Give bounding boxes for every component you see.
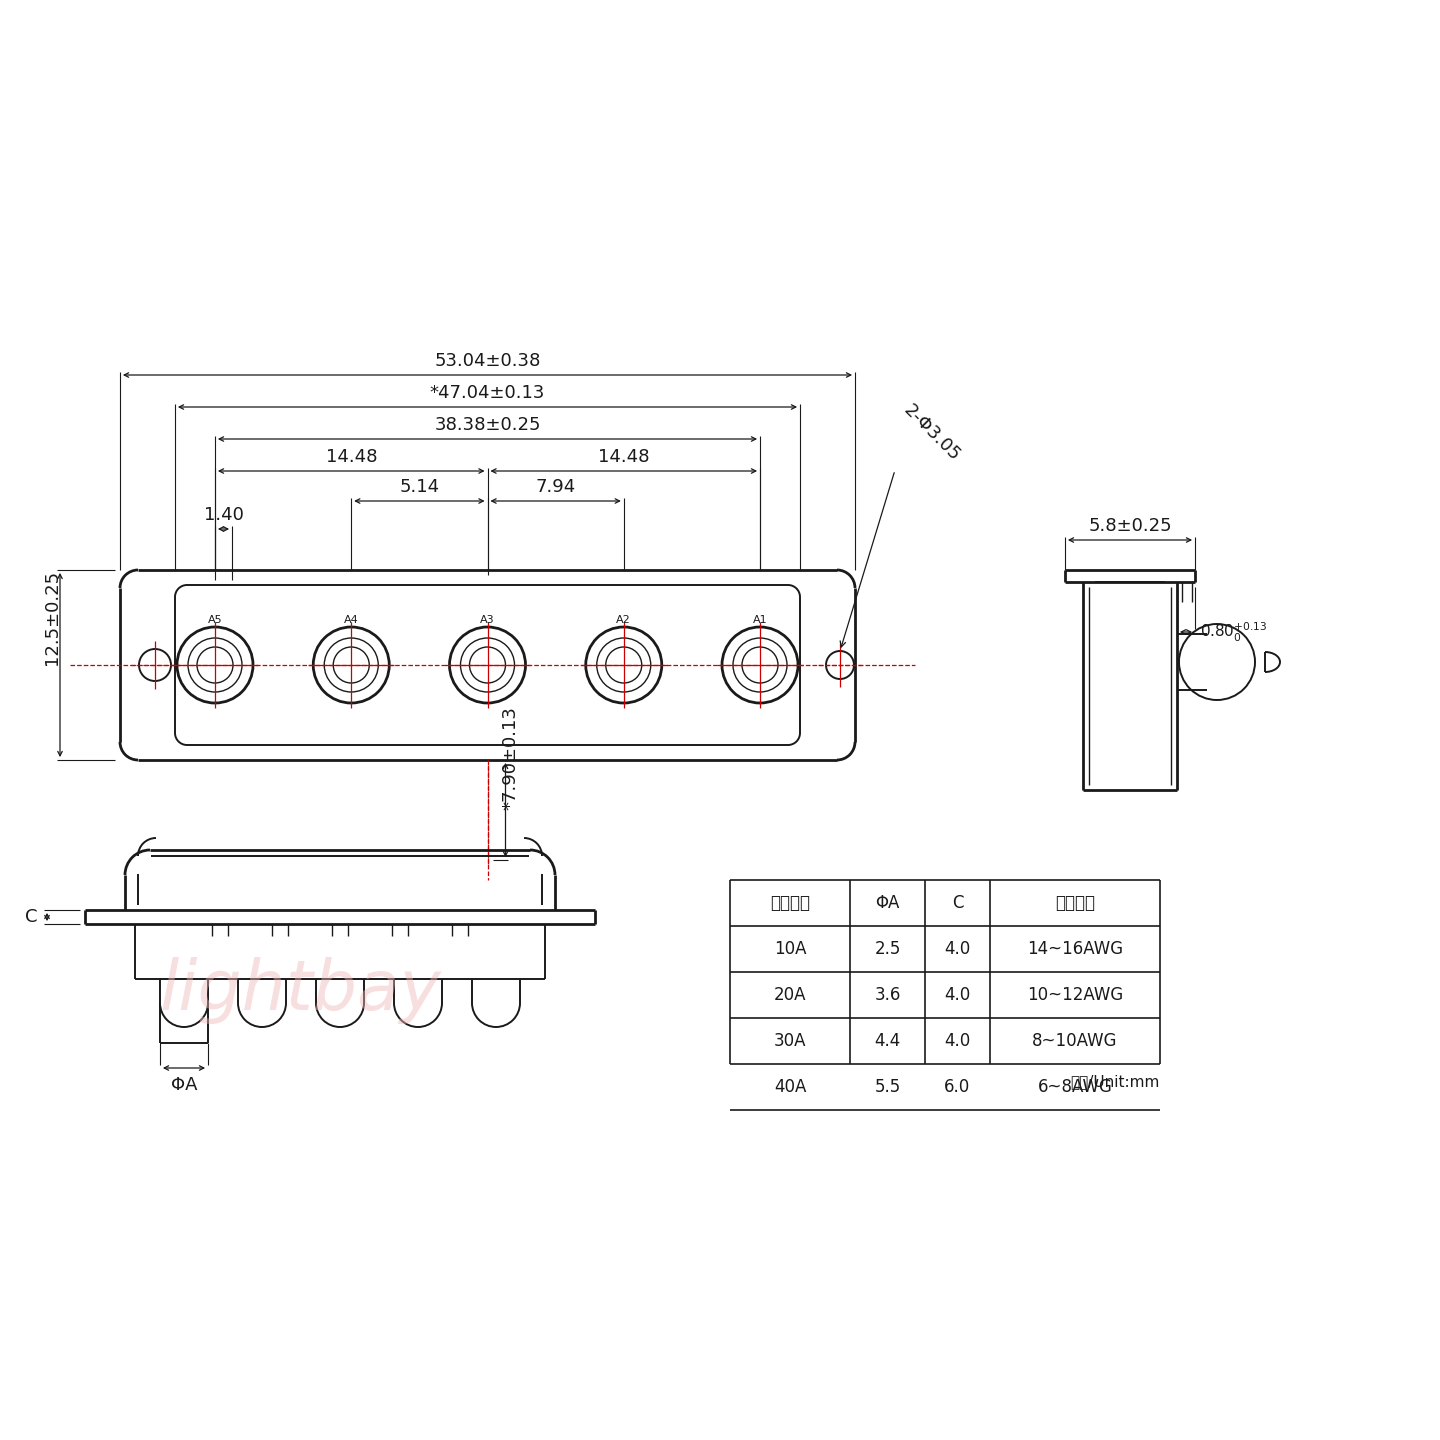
- Text: ΦA: ΦA: [876, 894, 900, 912]
- Text: 5.5: 5.5: [874, 1079, 900, 1096]
- Text: 6~8AWG: 6~8AWG: [1038, 1079, 1113, 1096]
- Text: 2.5: 2.5: [874, 940, 900, 958]
- Text: 10~12AWG: 10~12AWG: [1027, 986, 1123, 1004]
- Text: 4.4: 4.4: [874, 1032, 900, 1050]
- Text: 14.48: 14.48: [325, 448, 377, 467]
- Text: 5.14: 5.14: [399, 478, 439, 495]
- Text: 线材规格: 线材规格: [1056, 894, 1094, 912]
- Text: 30A: 30A: [773, 1032, 806, 1050]
- Text: lightbay: lightbay: [160, 956, 441, 1024]
- Text: 4.0: 4.0: [945, 1032, 971, 1050]
- Text: C: C: [952, 894, 963, 912]
- Text: 10A: 10A: [773, 940, 806, 958]
- Text: A3: A3: [480, 615, 495, 625]
- Text: *47.04±0.13: *47.04±0.13: [429, 384, 546, 402]
- Text: 40A: 40A: [773, 1079, 806, 1096]
- Text: A2: A2: [616, 615, 631, 625]
- Text: 12.5±0.25: 12.5±0.25: [43, 570, 60, 665]
- Text: 5.8±0.25: 5.8±0.25: [1089, 517, 1172, 536]
- Text: 4.0: 4.0: [945, 986, 971, 1004]
- Text: A1: A1: [753, 615, 768, 625]
- Text: 7.94: 7.94: [536, 478, 576, 495]
- Text: 1.40: 1.40: [203, 505, 243, 524]
- Text: 20A: 20A: [773, 986, 806, 1004]
- Text: $0.80^{+0.13}_{0}$: $0.80^{+0.13}_{0}$: [1200, 621, 1267, 644]
- Text: 额定电流: 额定电流: [770, 894, 809, 912]
- Text: C: C: [24, 909, 37, 926]
- Text: 3.6: 3.6: [874, 986, 900, 1004]
- Text: 38.38±0.25: 38.38±0.25: [435, 416, 541, 433]
- Text: *7.90±0.13: *7.90±0.13: [501, 706, 520, 809]
- Text: A5: A5: [207, 615, 222, 625]
- Text: 6.0: 6.0: [945, 1079, 971, 1096]
- Text: 14.48: 14.48: [598, 448, 649, 467]
- Text: 单位/Unit:mm: 单位/Unit:mm: [1070, 1074, 1161, 1089]
- Text: 2-Φ3.05: 2-Φ3.05: [900, 402, 963, 465]
- Text: 8~10AWG: 8~10AWG: [1032, 1032, 1117, 1050]
- Text: A4: A4: [344, 615, 359, 625]
- Text: 14~16AWG: 14~16AWG: [1027, 940, 1123, 958]
- Text: 53.04±0.38: 53.04±0.38: [435, 351, 540, 370]
- Text: 4.0: 4.0: [945, 940, 971, 958]
- Text: ΦA: ΦA: [171, 1076, 197, 1094]
